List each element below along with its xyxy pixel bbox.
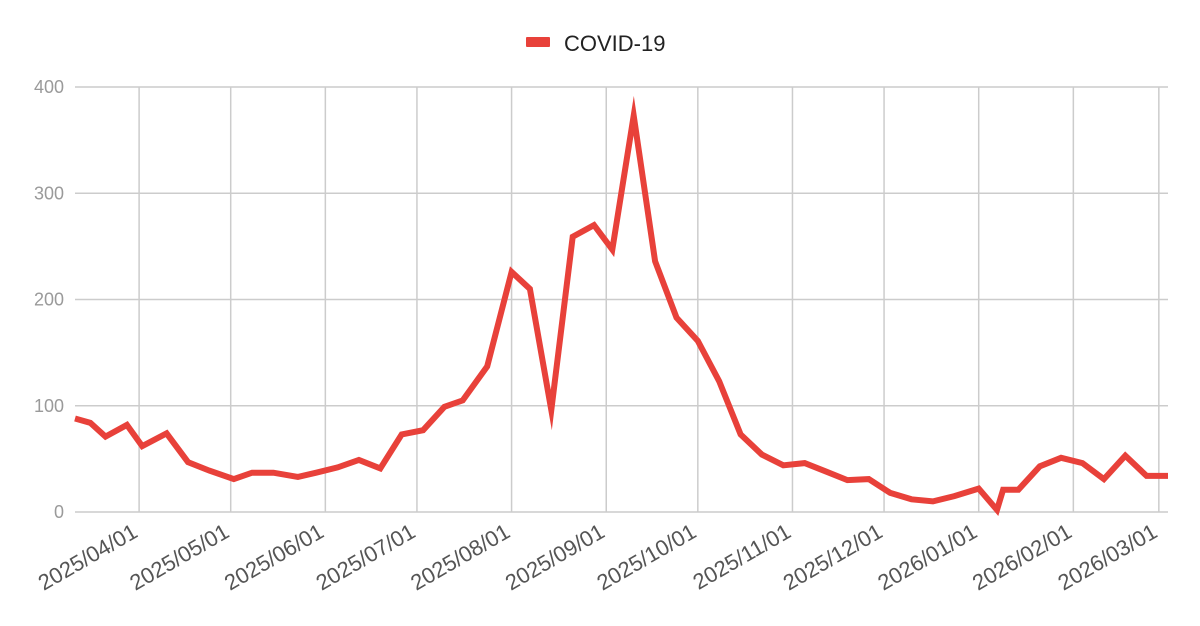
- x-tick-label: 2025/06/01: [220, 519, 328, 596]
- data-point: [716, 378, 722, 384]
- y-tick-label: 200: [34, 290, 64, 310]
- data-point: [1015, 487, 1021, 493]
- data-point: [313, 470, 319, 476]
- y-tick-label: 400: [34, 77, 64, 97]
- data-point: [866, 476, 872, 482]
- data-point: [548, 407, 554, 413]
- x-tick-label: 2025/09/01: [501, 519, 609, 596]
- grid: [75, 86, 1168, 513]
- data-point: [356, 457, 362, 463]
- legend-swatch: [526, 37, 550, 47]
- data-point: [249, 470, 255, 476]
- data-point: [951, 493, 957, 499]
- data-point: [591, 222, 597, 228]
- data-point: [335, 464, 341, 470]
- data-point: [103, 434, 109, 440]
- data-point: [484, 363, 490, 369]
- data-point: [377, 465, 383, 471]
- data-point: [231, 476, 237, 482]
- x-tick-label: 2025/05/01: [125, 519, 233, 596]
- y-tick-label: 100: [34, 396, 64, 416]
- data-point: [1101, 476, 1107, 482]
- data-point: [399, 431, 405, 437]
- data-point: [527, 286, 533, 292]
- data-point: [1080, 460, 1086, 466]
- data-point: [994, 507, 1000, 513]
- x-axis-ticks: 2025/04/012025/05/012025/06/012025/07/01…: [34, 519, 1162, 596]
- data-point: [139, 443, 145, 449]
- data-point: [509, 269, 515, 275]
- data-point: [930, 498, 936, 504]
- data-point: [1165, 473, 1171, 479]
- data-point: [270, 470, 276, 476]
- data-point: [295, 474, 301, 480]
- data-point: [1037, 463, 1043, 469]
- data-point: [695, 338, 701, 344]
- data-point: [652, 258, 658, 264]
- y-tick-label: 300: [34, 183, 64, 203]
- data-point: [673, 315, 679, 321]
- y-tick-label: 0: [54, 502, 64, 522]
- data-point: [909, 496, 915, 502]
- data-point: [631, 113, 637, 119]
- data-point: [976, 486, 982, 492]
- legend-label: COVID-19: [564, 31, 665, 56]
- data-point: [164, 430, 170, 436]
- data-point: [823, 469, 829, 475]
- data-point: [460, 397, 466, 403]
- series-layer: [72, 95, 1171, 517]
- data-point: [802, 460, 808, 466]
- data-point: [844, 477, 850, 483]
- data-point: [1058, 455, 1064, 461]
- y-axis-ticks: 0 100 200 300 400: [34, 77, 64, 522]
- x-tick-label: 2025/07/01: [312, 519, 420, 596]
- legend: COVID-19: [526, 31, 665, 56]
- x-tick-label: 2025/04/01: [34, 519, 142, 596]
- data-point: [420, 427, 426, 433]
- x-tick-label: 2025/12/01: [779, 519, 887, 596]
- data-point: [1144, 473, 1150, 479]
- data-point: [1000, 487, 1006, 493]
- series-line-0: [74, 95, 1168, 517]
- data-point: [887, 490, 893, 496]
- data-point: [609, 247, 615, 253]
- data-point: [1122, 453, 1128, 459]
- data-point: [185, 459, 191, 465]
- data-point: [124, 422, 130, 428]
- data-point: [72, 416, 78, 422]
- data-point: [780, 462, 786, 468]
- x-tick-label: 2026/01/01: [873, 519, 981, 596]
- data-point: [206, 468, 212, 474]
- data-point: [87, 420, 93, 426]
- x-tick-label: 2025/08/01: [406, 519, 514, 596]
- x-tick-label: 2025/11/01: [689, 519, 795, 595]
- data-point: [570, 234, 576, 240]
- data-point: [759, 452, 765, 458]
- data-point: [441, 404, 447, 410]
- data-point: [738, 431, 744, 437]
- x-tick-label: 2025/10/01: [592, 519, 700, 596]
